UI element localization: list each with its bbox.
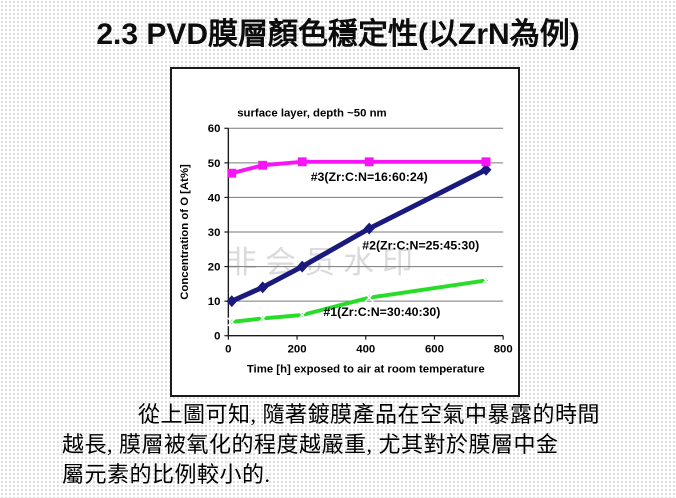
y-tick-label: 20 xyxy=(208,262,221,274)
body-paragraph: 從上圖可知, 隨著鍍膜產品在空氣中暴露的時間 越長, 膜層被氧化的程度越嚴重, … xyxy=(62,400,624,490)
y-tick-label: 0 xyxy=(214,331,220,343)
square-marker xyxy=(258,160,268,170)
body-line: 屬元素的比例較小的. xyxy=(62,462,271,487)
x-tick-label: 800 xyxy=(494,344,513,356)
square-marker xyxy=(227,168,237,178)
chart-figure: 非会员水印 0 10 20 30 40 50 60 0 200 400 600 800 surface … xyxy=(170,67,520,397)
slide-title: 2.3 PVD膜層顏色穩定性(以ZrN為例) xyxy=(96,18,580,51)
y-tick-label: 30 xyxy=(208,227,221,239)
x-tick-label: 0 xyxy=(225,344,231,356)
x-marker xyxy=(227,317,237,327)
body-line: 越長, 膜層被氧化的程度越嚴重, 尤其對於膜層中金 xyxy=(62,432,559,457)
y-axis-title: Concentration of O [At%] xyxy=(179,164,191,300)
x-tick-label: 600 xyxy=(425,344,444,356)
x-marker xyxy=(297,310,307,320)
y-tick-label: 40 xyxy=(208,192,221,204)
diamond-marker xyxy=(480,163,492,176)
x-marker xyxy=(364,293,374,303)
series-label: #1(Zr:C:N=30:40:30) xyxy=(323,305,440,319)
x-tick-label: 200 xyxy=(288,344,307,356)
watermark-text: 非会员水印 xyxy=(226,245,421,280)
series-label: #3(Zr:C:N=16:60:24) xyxy=(311,170,428,184)
x-axis-title: Time [h] exposed to air at room temperat… xyxy=(247,363,485,375)
chart-annotation-title: surface layer, depth ~50 nm xyxy=(237,107,386,119)
square-marker xyxy=(297,157,307,167)
y-tick-label: 50 xyxy=(208,158,221,170)
x-marker xyxy=(258,313,268,323)
y-tick-label: 60 xyxy=(208,123,221,135)
series-label: #2(Zr:C:N=25:45:30) xyxy=(362,238,479,252)
x-marker xyxy=(481,275,491,285)
diamond-marker xyxy=(363,222,375,235)
series-line xyxy=(229,167,489,304)
square-marker xyxy=(364,157,374,167)
x-tick-label: 400 xyxy=(356,344,375,356)
square-marker xyxy=(481,157,491,167)
body-line: 從上圖可知, 隨著鍍膜產品在空氣中暴露的時間 xyxy=(138,402,601,427)
diamond-marker xyxy=(296,260,308,273)
y-tick-label: 10 xyxy=(208,296,221,308)
